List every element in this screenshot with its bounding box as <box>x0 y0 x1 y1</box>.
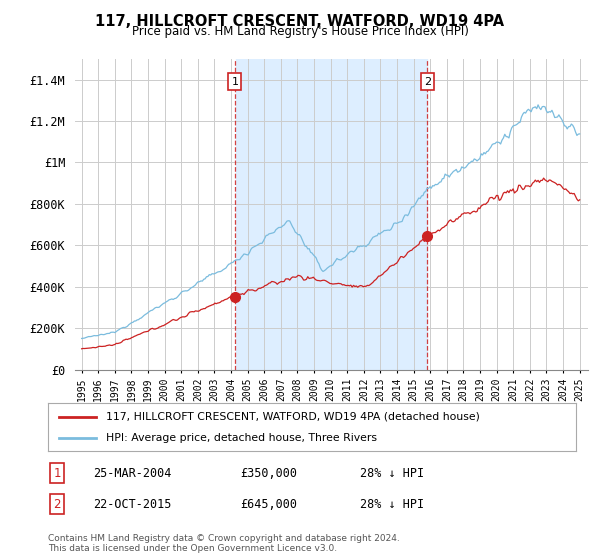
Text: £350,000: £350,000 <box>240 466 297 480</box>
Text: 117, HILLCROFT CRESCENT, WATFORD, WD19 4PA (detached house): 117, HILLCROFT CRESCENT, WATFORD, WD19 4… <box>106 412 480 422</box>
Text: Contains HM Land Registry data © Crown copyright and database right 2024.
This d: Contains HM Land Registry data © Crown c… <box>48 534 400 553</box>
Text: £645,000: £645,000 <box>240 497 297 511</box>
Text: Price paid vs. HM Land Registry's House Price Index (HPI): Price paid vs. HM Land Registry's House … <box>131 25 469 38</box>
Text: 28% ↓ HPI: 28% ↓ HPI <box>360 497 424 511</box>
Text: 28% ↓ HPI: 28% ↓ HPI <box>360 466 424 480</box>
Text: 22-OCT-2015: 22-OCT-2015 <box>93 497 172 511</box>
Text: 25-MAR-2004: 25-MAR-2004 <box>93 466 172 480</box>
Text: 2: 2 <box>53 497 61 511</box>
Text: 1: 1 <box>232 77 238 87</box>
Text: 2: 2 <box>424 77 431 87</box>
Text: HPI: Average price, detached house, Three Rivers: HPI: Average price, detached house, Thre… <box>106 433 377 444</box>
Text: 117, HILLCROFT CRESCENT, WATFORD, WD19 4PA: 117, HILLCROFT CRESCENT, WATFORD, WD19 4… <box>95 14 505 29</box>
Text: 1: 1 <box>53 466 61 480</box>
